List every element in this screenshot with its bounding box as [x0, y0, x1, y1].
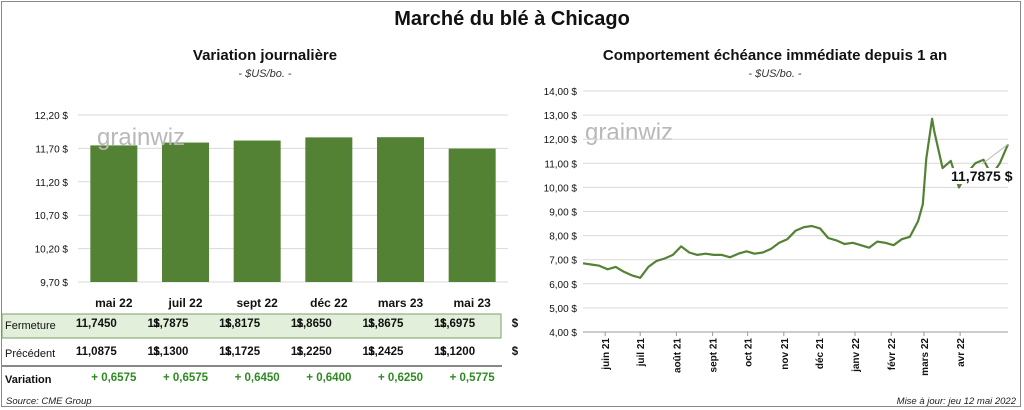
right-chart-title: Comportement échéance immédiate depuis 1…: [602, 47, 948, 64]
bar-1: [162, 142, 209, 282]
row-label-fermeture: Fermeture: [5, 320, 56, 332]
bar-category-label: mars 23: [378, 296, 424, 310]
currency-symbol: $: [153, 318, 160, 330]
bar-category-label: déc 22: [310, 296, 348, 310]
fermeture-value: 11,7875: [147, 318, 189, 330]
watermark-right: grainwiz: [585, 119, 673, 146]
bar-ytick-label: 11,20 $: [35, 178, 68, 189]
line-ytick-label: 14,00 $: [544, 87, 578, 98]
bar-3: [305, 137, 353, 282]
fermeture-cell: 11,6975 $: [434, 318, 518, 330]
fermeture-value: 11,7450: [75, 318, 117, 330]
line-xtick-label: juin 21: [601, 338, 612, 371]
last-value-leader: [981, 143, 1009, 165]
variation-cell: + 0,5775: [449, 372, 495, 384]
row-label-variation: Variation: [5, 374, 52, 386]
currency-symbol: $: [440, 346, 447, 358]
last-value-label: 11,7875 $: [950, 168, 1014, 184]
line-ytick-label: 12,00 $: [544, 135, 578, 146]
line-ytick-label: 4,00 $: [549, 328, 577, 339]
line-ytick-label: 13,00 $: [544, 111, 578, 122]
variation-cell: + 0,6250: [377, 372, 424, 384]
line-xtick-label: nov 21: [780, 338, 791, 370]
precedent-value: 11,1725: [219, 346, 261, 358]
variation-cell: + 0,6400: [306, 372, 352, 384]
bar-2: [233, 140, 281, 282]
bar-ytick-label: 9,70 $: [40, 278, 68, 289]
line-xtick-label: oct 21: [744, 338, 755, 367]
bar-ytick-label: 12,20 $: [35, 111, 69, 122]
precedent-value: 11,2425: [362, 346, 404, 358]
fermeture-cell: 11,7450 $: [76, 318, 160, 330]
currency-symbol: $: [368, 346, 375, 358]
precedent-cell: 11,1300 $: [148, 346, 232, 358]
row-label-precedent: Précédent: [5, 348, 56, 360]
line-ytick-label: 5,00 $: [549, 304, 577, 315]
fermeture-cell: 11,8175 $: [219, 318, 303, 330]
line-ytick-label: 8,00 $: [549, 232, 577, 243]
wheat-price-line: [582, 117, 1010, 279]
left-chart-title: Variation journalière: [192, 47, 338, 64]
currency-symbol: $: [225, 346, 232, 358]
precedent-cell: 11,2425 $: [363, 346, 447, 358]
bar-category-label: mai 23: [453, 296, 491, 310]
bar-ytick-label: 10,70 $: [35, 211, 69, 222]
bar-5: [448, 148, 496, 282]
source-note: Source: CME Group: [6, 396, 92, 407]
bar-ytick-label: 10,20 $: [35, 245, 69, 256]
fermeture-cell: 11,7875 $: [148, 318, 232, 330]
currency-symbol: $: [296, 346, 304, 358]
line-ytick-label: 9,00 $: [549, 208, 577, 219]
bar-category-label: mai 22: [95, 296, 133, 310]
bar-4: [377, 137, 424, 282]
main-title: Marché du blé à Chicago: [394, 8, 630, 30]
bar-category-label: sept 22: [236, 296, 278, 310]
fermeture-value: 11,6975: [434, 318, 476, 330]
precedent-value: 11,0875: [75, 346, 117, 358]
line-ytick-label: 6,00 $: [549, 280, 577, 291]
line-ytick-label: 11,00 $: [544, 159, 577, 170]
precedent-cell: 11,1200 $: [434, 346, 518, 358]
line-xtick-label: mars 22: [920, 338, 931, 376]
fermeture-value: 11,8675: [362, 318, 404, 330]
line-xtick-label: avr 22: [956, 338, 967, 367]
bar-category-label: juil 22: [167, 296, 202, 310]
currency-symbol: $: [225, 318, 232, 330]
precedent-cell: 11,1725 $: [219, 346, 303, 358]
line-xtick-label: août 21: [672, 338, 683, 373]
fermeture-row-bg: [1, 313, 502, 339]
watermark-left: grainwiz: [97, 124, 185, 151]
variation-cell: + 0,6575: [91, 372, 137, 384]
fermeture-value: 11,8175: [219, 318, 261, 330]
precedent-cell: 11,0875 $: [76, 346, 160, 358]
variation-cell: + 0,6450: [234, 372, 280, 384]
currency-symbol: $: [440, 318, 447, 330]
line-ytick-label: 10,00 $: [544, 183, 578, 194]
left-chart-unit: - $US/bo. -: [238, 68, 292, 80]
precedent-value: 11,1300: [147, 346, 189, 358]
line-ytick-label: 7,00 $: [549, 256, 577, 267]
right-chart-unit: - $US/bo. -: [748, 68, 802, 80]
currency-symbol: $: [511, 318, 519, 330]
line-xtick-label: janv 22: [851, 338, 862, 373]
line-xtick-label: sept 21: [709, 338, 720, 373]
precedent-cell: 11,2250 $: [291, 346, 375, 358]
precedent-value: 11,1200: [434, 346, 476, 358]
fermeture-value: 11,8650: [290, 318, 332, 330]
currency-symbol: $: [153, 346, 160, 358]
line-xtick-label: juil 21: [636, 338, 647, 368]
fermeture-cell: 11,8650 $: [291, 318, 375, 330]
currency-symbol: $: [511, 346, 519, 358]
update-note: Mise à jour: jeu 12 mai 2022: [896, 396, 1016, 407]
bar-0: [90, 145, 138, 282]
currency-symbol: $: [296, 318, 304, 330]
currency-symbol: $: [368, 318, 375, 330]
variation-cell: + 0,6575: [162, 372, 209, 384]
bar-ytick-label: 11,70 $: [35, 144, 68, 155]
precedent-value: 11,2250: [290, 346, 332, 358]
line-xtick-label: déc 21: [815, 338, 826, 370]
line-xtick-label: févr 22: [887, 338, 898, 371]
fermeture-cell: 11,8675 $: [363, 318, 447, 330]
